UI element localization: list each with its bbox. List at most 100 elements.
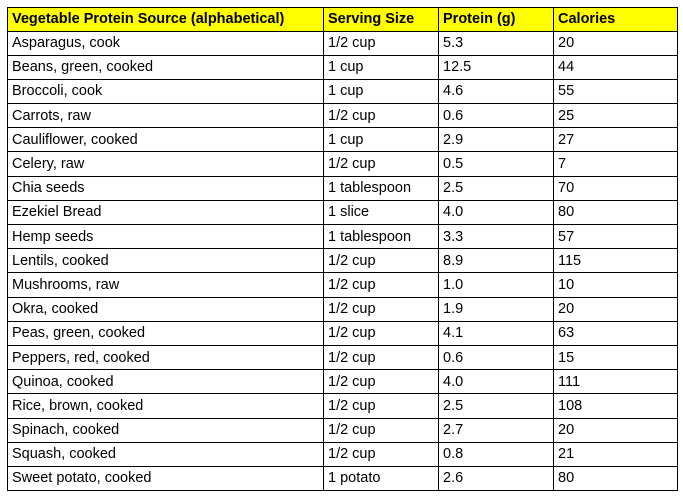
table-row: Ezekiel Bread 1 slice 4.0 80 — [7, 199, 678, 226]
table-row: Quinoa, cooked 1/2 cup 4.0 111 — [7, 369, 678, 395]
table-row: Peppers, red, cooked 1/2 cup 0.6 15 — [7, 344, 678, 371]
cell-serving-size: 1/2 cup — [323, 441, 439, 467]
cell-serving-size: 1/2 cup — [323, 417, 439, 443]
cell-protein: 8.9 — [438, 248, 554, 274]
table-row: Broccoli, cook 1 cup 4.6 55 — [7, 78, 678, 105]
cell-source: Peas, green, cooked — [7, 320, 324, 346]
cell-calories: 20 — [553, 417, 678, 443]
column-header-source: Vegetable Protein Source (alphabetical) — [7, 7, 324, 32]
table-row: Celery, raw 1/2 cup 0.5 7 — [7, 151, 678, 177]
cell-source: Hemp seeds — [7, 223, 324, 250]
table-row: Okra, cooked 1/2 cup 1.9 20 — [7, 296, 678, 322]
column-header-protein: Protein (g) — [438, 7, 554, 32]
cell-calories: 20 — [553, 30, 678, 56]
cell-calories: 10 — [553, 272, 678, 298]
column-header-serving-size: Serving Size — [323, 7, 439, 32]
protein-table-container: Vegetable Protein Source (alphabetical) … — [7, 7, 678, 492]
vegetable-protein-table: Vegetable Protein Source (alphabetical) … — [7, 7, 678, 492]
cell-serving-size: 1 slice — [323, 199, 439, 226]
cell-source: Beans, green, cooked — [7, 54, 324, 80]
table-row: Asparagus, cook 1/2 cup 5.3 20 — [7, 30, 678, 56]
cell-protein: 3.3 — [438, 223, 554, 250]
table-row: Peas, green, cooked 1/2 cup 4.1 63 — [7, 320, 678, 346]
cell-serving-size: 1/2 cup — [323, 296, 439, 322]
cell-serving-size: 1 potato — [323, 465, 439, 492]
table-row: Squash, cooked 1/2 cup 0.8 21 — [7, 441, 678, 467]
cell-protein: 4.6 — [438, 78, 554, 105]
cell-source: Lentils, cooked — [7, 248, 324, 274]
table-row: Cauliflower, cooked 1 cup 2.9 27 — [7, 127, 678, 153]
cell-calories: 21 — [553, 441, 678, 467]
cell-protein: 2.9 — [438, 127, 554, 153]
cell-calories: 108 — [553, 393, 678, 419]
cell-calories: 27 — [553, 127, 678, 153]
cell-serving-size: 1/2 cup — [323, 103, 439, 129]
cell-source: Spinach, cooked — [7, 417, 324, 443]
cell-protein: 4.0 — [438, 199, 554, 226]
cell-calories: 70 — [553, 175, 678, 201]
cell-source: Cauliflower, cooked — [7, 127, 324, 153]
cell-serving-size: 1/2 cup — [323, 344, 439, 371]
cell-source: Quinoa, cooked — [7, 369, 324, 395]
cell-protein: 0.6 — [438, 344, 554, 371]
cell-serving-size: 1/2 cup — [323, 30, 439, 56]
cell-protein: 5.3 — [438, 30, 554, 56]
cell-protein: 4.0 — [438, 369, 554, 395]
cell-serving-size: 1/2 cup — [323, 393, 439, 419]
cell-serving-size: 1 tablespoon — [323, 175, 439, 201]
cell-calories: 80 — [553, 199, 678, 226]
cell-serving-size: 1 cup — [323, 54, 439, 80]
table-row: Chia seeds 1 tablespoon 2.5 70 — [7, 175, 678, 201]
cell-source: Carrots, raw — [7, 103, 324, 129]
cell-serving-size: 1 cup — [323, 127, 439, 153]
cell-calories: 20 — [553, 296, 678, 322]
table-row: Spinach, cooked 1/2 cup 2.7 20 — [7, 417, 678, 443]
cell-protein: 2.7 — [438, 417, 554, 443]
cell-calories: 115 — [553, 248, 678, 274]
cell-source: Ezekiel Bread — [7, 199, 324, 226]
table-row: Sweet potato, cooked 1 potato 2.6 80 — [7, 465, 678, 492]
table-row: Lentils, cooked 1/2 cup 8.9 115 — [7, 248, 678, 274]
table-row: Hemp seeds 1 tablespoon 3.3 57 — [7, 223, 678, 250]
cell-calories: 111 — [553, 369, 678, 395]
table-row: Beans, green, cooked 1 cup 12.5 44 — [7, 54, 678, 80]
column-header-calories: Calories — [553, 7, 678, 32]
cell-calories: 80 — [553, 465, 678, 492]
cell-source: Asparagus, cook — [7, 30, 324, 56]
cell-protein: 0.8 — [438, 441, 554, 467]
cell-serving-size: 1/2 cup — [323, 320, 439, 346]
cell-source: Peppers, red, cooked — [7, 344, 324, 371]
cell-serving-size: 1/2 cup — [323, 272, 439, 298]
cell-calories: 57 — [553, 223, 678, 250]
cell-source: Okra, cooked — [7, 296, 324, 322]
cell-protein: 2.6 — [438, 465, 554, 492]
cell-source: Chia seeds — [7, 175, 324, 201]
cell-protein: 0.6 — [438, 103, 554, 129]
cell-serving-size: 1 tablespoon — [323, 223, 439, 250]
cell-calories: 15 — [553, 344, 678, 371]
header-row: Vegetable Protein Source (alphabetical) … — [7, 7, 678, 32]
cell-serving-size: 1/2 cup — [323, 248, 439, 274]
cell-calories: 55 — [553, 78, 678, 105]
table-body: Asparagus, cook 1/2 cup 5.3 20 Beans, green,… — [7, 30, 678, 492]
cell-calories: 63 — [553, 320, 678, 346]
cell-calories: 44 — [553, 54, 678, 80]
cell-protein: 12.5 — [438, 54, 554, 80]
table-row: Rice, brown, cooked 1/2 cup 2.5 108 — [7, 393, 678, 419]
cell-serving-size: 1 cup — [323, 78, 439, 105]
cell-source: Mushrooms, raw — [7, 272, 324, 298]
table-row: Carrots, raw 1/2 cup 0.6 25 — [7, 103, 678, 129]
cell-serving-size: 1/2 cup — [323, 369, 439, 395]
cell-source: Rice, brown, cooked — [7, 393, 324, 419]
table-header: Vegetable Protein Source (alphabetical) … — [7, 7, 678, 32]
cell-source: Celery, raw — [7, 151, 324, 177]
cell-serving-size: 1/2 cup — [323, 151, 439, 177]
cell-calories: 7 — [553, 151, 678, 177]
table-row: Mushrooms, raw 1/2 cup 1.0 10 — [7, 272, 678, 298]
cell-protein: 1.9 — [438, 296, 554, 322]
cell-protein: 4.1 — [438, 320, 554, 346]
cell-protein: 1.0 — [438, 272, 554, 298]
cell-protein: 2.5 — [438, 175, 554, 201]
cell-source: Sweet potato, cooked — [7, 465, 324, 492]
cell-source: Squash, cooked — [7, 441, 324, 467]
